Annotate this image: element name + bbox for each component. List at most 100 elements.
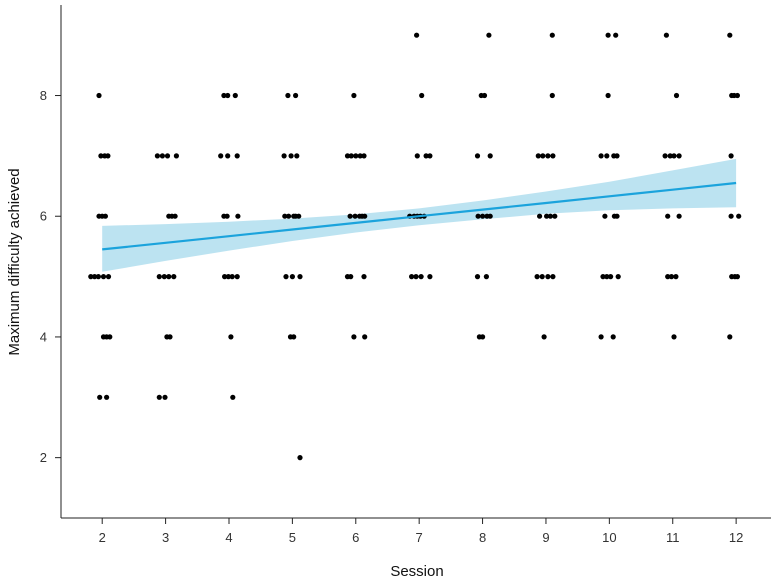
x-tick-label: 3 xyxy=(162,530,169,545)
data-point xyxy=(104,394,110,400)
data-point xyxy=(614,153,620,159)
data-point xyxy=(154,153,160,159)
x-tick-label: 7 xyxy=(416,530,423,545)
data-point xyxy=(361,153,367,159)
data-point xyxy=(545,153,551,159)
data-point xyxy=(614,213,620,219)
data-point xyxy=(361,274,367,280)
data-point xyxy=(540,153,546,159)
x-tick-label: 10 xyxy=(602,530,616,545)
y-tick-label: 4 xyxy=(40,329,47,344)
data-point xyxy=(728,153,734,159)
x-axis-title: Session xyxy=(390,563,443,580)
data-point xyxy=(727,334,733,340)
data-point xyxy=(418,274,424,280)
data-point xyxy=(481,92,488,99)
data-point xyxy=(221,92,227,99)
data-point xyxy=(286,213,292,219)
data-point xyxy=(230,394,236,400)
data-point xyxy=(347,213,353,219)
data-point xyxy=(549,92,555,99)
y-tick-label: 8 xyxy=(40,88,47,103)
data-point xyxy=(351,92,357,99)
data-point xyxy=(297,274,303,280)
data-point xyxy=(228,334,234,340)
data-point xyxy=(547,213,554,219)
data-point xyxy=(480,213,486,219)
data-point xyxy=(613,32,619,38)
data-point xyxy=(173,153,179,159)
x-tick-label: 8 xyxy=(479,530,486,545)
data-point xyxy=(605,32,611,38)
data-point xyxy=(487,213,493,219)
data-point xyxy=(419,92,425,99)
data-point xyxy=(98,153,104,159)
data-point xyxy=(427,274,433,280)
data-point xyxy=(105,153,111,159)
x-tick-label: 6 xyxy=(352,530,359,545)
data-point xyxy=(734,92,741,99)
data-point xyxy=(234,153,240,159)
data-point xyxy=(676,153,682,159)
data-point xyxy=(352,213,358,219)
data-point xyxy=(615,274,621,280)
data-point xyxy=(88,274,94,280)
data-point xyxy=(663,32,670,38)
data-point xyxy=(487,153,493,159)
data-point xyxy=(550,274,556,280)
data-point xyxy=(667,153,673,159)
data-point xyxy=(362,213,368,219)
x-tick-label: 4 xyxy=(225,530,232,545)
data-point xyxy=(549,32,555,38)
data-point xyxy=(288,153,294,159)
data-point xyxy=(604,153,610,159)
data-point xyxy=(167,334,173,340)
data-point xyxy=(736,213,742,219)
data-point xyxy=(474,153,481,159)
x-tick-label: 9 xyxy=(542,530,549,545)
data-point xyxy=(671,334,677,340)
data-point xyxy=(225,274,231,280)
data-point xyxy=(357,153,363,159)
data-point xyxy=(289,274,295,280)
data-point xyxy=(225,153,231,159)
y-ticks: 2 4 6 8 xyxy=(40,88,61,465)
data-point xyxy=(608,274,614,280)
data-point xyxy=(344,153,351,159)
data-point xyxy=(545,274,551,280)
data-point xyxy=(222,274,228,280)
data-point xyxy=(541,334,547,340)
data-point xyxy=(296,213,302,219)
data-point xyxy=(96,92,102,99)
data-point xyxy=(423,153,429,159)
data-point xyxy=(535,153,541,159)
data-point xyxy=(234,274,240,280)
data-point xyxy=(413,274,419,280)
data-point xyxy=(224,213,230,219)
data-point xyxy=(353,153,359,159)
data-point xyxy=(671,153,677,159)
data-point xyxy=(534,274,540,280)
data-point xyxy=(293,92,299,99)
x-ticks: 2 3 4 5 6 7 8 9 10 11 12 xyxy=(99,518,743,545)
data-point xyxy=(414,32,420,38)
data-point xyxy=(673,274,679,280)
data-point xyxy=(107,334,113,340)
data-point xyxy=(285,92,291,99)
data-point xyxy=(486,32,492,38)
data-point xyxy=(550,153,556,159)
y-tick-label: 2 xyxy=(40,450,47,465)
data-point xyxy=(97,394,103,400)
data-point xyxy=(610,334,616,340)
data-point xyxy=(171,274,177,280)
data-point xyxy=(159,153,165,159)
data-point xyxy=(235,213,241,219)
data-point xyxy=(229,274,235,280)
x-tick-label: 11 xyxy=(666,530,680,545)
data-point xyxy=(602,213,608,219)
data-point xyxy=(156,394,162,400)
data-point xyxy=(166,274,172,280)
data-point xyxy=(172,213,178,219)
data-point xyxy=(605,92,611,99)
